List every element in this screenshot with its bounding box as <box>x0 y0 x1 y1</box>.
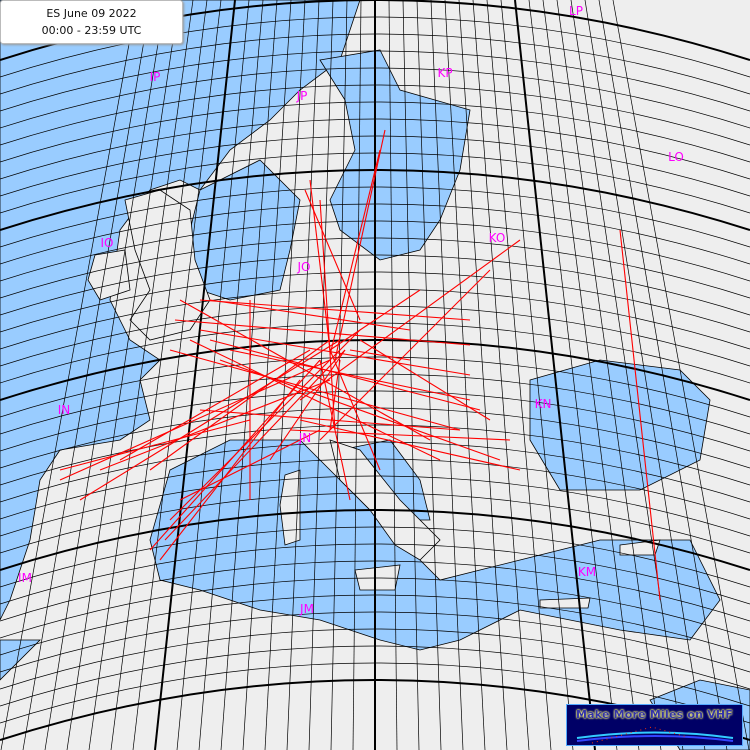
longitude-line <box>486 0 552 750</box>
propagation-path <box>169 349 461 431</box>
logo: Make More Miles on VHF <box>566 704 743 746</box>
longitude-line <box>556 0 662 750</box>
longitude-line <box>528 0 618 750</box>
propagation-path <box>164 349 346 541</box>
propagation-path <box>199 299 471 321</box>
field-label: JM <box>300 602 314 616</box>
propagation-path <box>149 339 331 471</box>
field-label: KN <box>534 397 552 411</box>
longitude-line <box>154 0 236 750</box>
longitude-line <box>22 0 152 750</box>
title-box: ES June 09 2022 00:00 - 23:59 UTC <box>0 0 183 44</box>
propagation-path <box>304 189 361 321</box>
propagation-path <box>169 329 361 521</box>
longitude-line <box>584 0 706 750</box>
propagation-path <box>159 379 301 561</box>
longitude-line <box>416 0 442 750</box>
longitude-line <box>132 0 222 750</box>
longitude-line <box>402 0 420 750</box>
longitude-line <box>330 0 348 750</box>
longitude-line <box>612 0 750 750</box>
propagation-path <box>119 349 311 461</box>
longitude-line <box>514 0 596 750</box>
propagation-path <box>209 299 411 331</box>
longitude-line <box>286 0 320 750</box>
longitude-line <box>444 0 486 750</box>
field-label: KP <box>437 66 453 80</box>
longitude-line <box>542 0 640 750</box>
field-label: IP <box>149 70 161 84</box>
propagation-path <box>619 229 661 601</box>
longitude-line <box>66 0 180 750</box>
propagation-path <box>329 289 421 351</box>
map-title: ES June 09 2022 <box>46 7 137 20</box>
field-label: KM <box>577 565 597 579</box>
sea-area <box>319 49 471 261</box>
propagation-path <box>179 429 321 501</box>
propagation-path <box>299 419 521 471</box>
propagation-path <box>199 409 461 431</box>
longitude-line <box>430 0 464 750</box>
logo-text: Make More Miles on VHF <box>575 708 734 721</box>
longitude-line <box>500 0 574 750</box>
propagation-path <box>179 299 431 441</box>
propagation-path <box>229 349 471 401</box>
field-label: IM <box>18 571 32 585</box>
propagation-path <box>329 149 381 356</box>
field-label: JN <box>298 431 312 445</box>
land-area <box>329 439 441 561</box>
longitude-line <box>220 0 278 750</box>
longitude-line <box>264 0 306 750</box>
longitude-line <box>176 0 250 750</box>
longitude-line <box>44 0 166 750</box>
field-label: KO <box>488 231 506 245</box>
longitude-line <box>598 0 728 750</box>
propagation-path <box>359 339 491 421</box>
propagation-path <box>269 349 346 461</box>
propagation-path <box>99 379 331 471</box>
propagation-path <box>329 359 341 431</box>
longitude-line <box>388 0 398 750</box>
longitude-line <box>472 0 530 750</box>
sea-area <box>0 639 41 681</box>
propagation-path <box>319 359 351 501</box>
field-label: LP <box>569 4 583 18</box>
land-area <box>539 597 591 609</box>
longitude-line <box>458 0 508 750</box>
time-range: 00:00 - 23:59 UTC <box>41 24 142 37</box>
propagation-path <box>59 419 251 471</box>
longitude-line <box>110 0 208 750</box>
field-label: JP <box>296 89 308 103</box>
land-area <box>279 469 301 546</box>
field-label: IO <box>100 236 114 250</box>
propagation-path <box>219 359 501 461</box>
propagation-path <box>334 129 386 361</box>
propagation-path <box>319 199 336 431</box>
longitude-line <box>88 0 194 750</box>
field-label: IN <box>57 403 71 417</box>
propagation-path <box>79 339 341 501</box>
propagation-path <box>289 429 511 441</box>
longitude-line <box>352 0 362 750</box>
longitude-line <box>570 0 684 750</box>
propagation-path <box>189 339 441 461</box>
sea-area <box>0 0 361 621</box>
propagation-path <box>199 329 471 376</box>
logo-horizon-graphic <box>576 726 734 744</box>
propagation-path <box>209 339 481 411</box>
longitude-line <box>198 0 264 750</box>
propagation-path <box>59 359 331 481</box>
propagation-path <box>299 239 521 401</box>
propagation-paths <box>59 129 661 601</box>
propagation-path <box>319 269 491 441</box>
propagation-path <box>349 349 411 361</box>
longitude-line <box>0 0 138 750</box>
field-label: JO <box>297 260 311 274</box>
field-label: LO <box>668 150 684 164</box>
